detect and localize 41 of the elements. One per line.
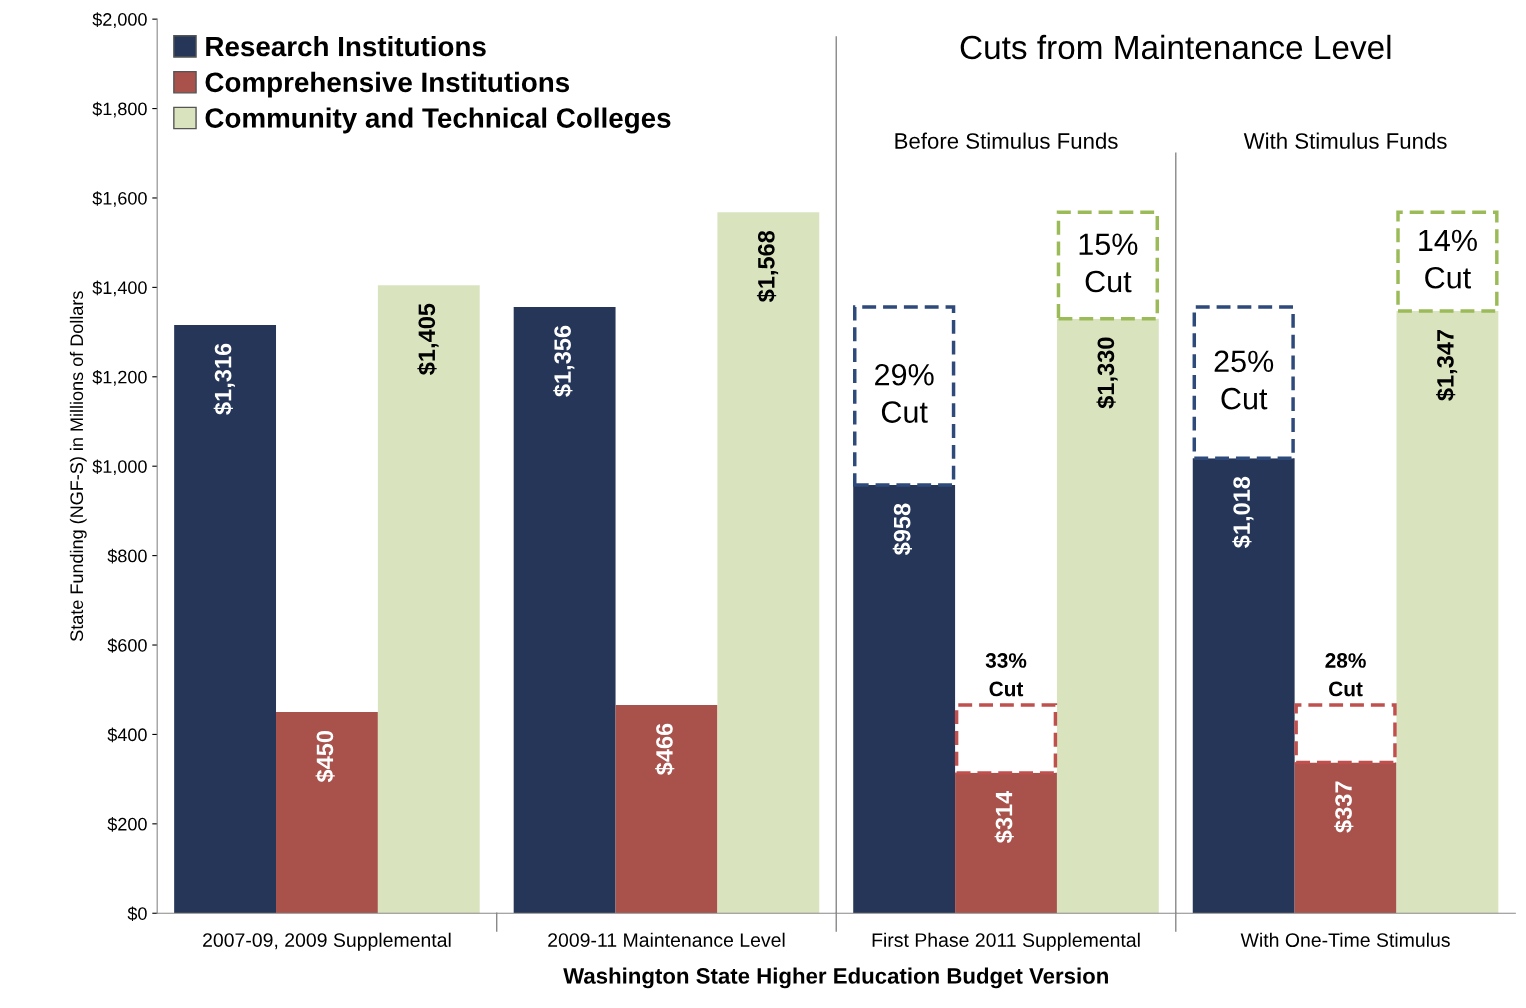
x-tick-label: 2007-09, 2009 Supplemental	[203, 932, 451, 951]
y-tick-label: $600	[107, 638, 147, 653]
y-tick-label: $1,600	[92, 191, 147, 207]
data-label: $1,330	[1096, 337, 1118, 409]
x-tick-label: First Phase 2011 Supplemental	[872, 932, 1140, 951]
data-label: $1,405	[417, 303, 439, 375]
y-tick-label: $2,000	[92, 12, 147, 28]
annotation: 33% Cut	[985, 653, 1027, 697]
annotation: 29% Cut	[875, 363, 934, 423]
annotation: Before Stimulus Funds	[895, 132, 1118, 149]
y-tick-label: $0	[127, 906, 147, 922]
data-label: $314	[994, 790, 1014, 843]
legend-label: Research Institutions	[206, 35, 486, 57]
y-tick-label: $1,200	[92, 369, 147, 386]
data-label: $1,347	[1435, 329, 1458, 401]
y-tick-label: $1,400	[92, 280, 147, 297]
annotation: Cuts from Maintenance Level	[960, 34, 1391, 60]
legend-label: Comprehensive Institutions	[205, 71, 570, 98]
annotation: 15% Cut	[1079, 233, 1138, 293]
data-label: $1,018	[1232, 476, 1254, 548]
annotation: 25% Cut	[1214, 350, 1274, 410]
data-label: $337	[1334, 781, 1354, 833]
data-label: $466	[655, 723, 675, 776]
data-label: $1,316	[213, 343, 235, 415]
annotation: 28% Cut	[1325, 653, 1366, 697]
y-tick-label: $1,800	[92, 101, 147, 118]
y-tick-label: $800	[107, 548, 147, 564]
data-label: $450	[315, 730, 335, 783]
x-axis-title: Washington State Higher Education Budget Version	[563, 967, 1108, 989]
data-label: $958	[892, 503, 913, 556]
data-label: $1,356	[553, 325, 575, 397]
x-tick-label: 2009-11 Maintenance Level	[548, 932, 785, 947]
x-tick-label: With One-Time Stimulus	[1240, 932, 1450, 947]
y-axis-title: State Funding (NGF-S) in Millions of Dollars	[69, 291, 87, 641]
y-tick-label: $400	[107, 727, 147, 743]
y-tick-label: $1,000	[92, 459, 147, 476]
legend-label: Community and Technical Colleges	[205, 107, 671, 134]
annotation: 14% Cut	[1419, 229, 1477, 289]
annotation: With Stimulus Funds	[1243, 132, 1447, 149]
y-tick-label: $200	[107, 817, 147, 832]
data-label: $1,568	[756, 230, 779, 303]
